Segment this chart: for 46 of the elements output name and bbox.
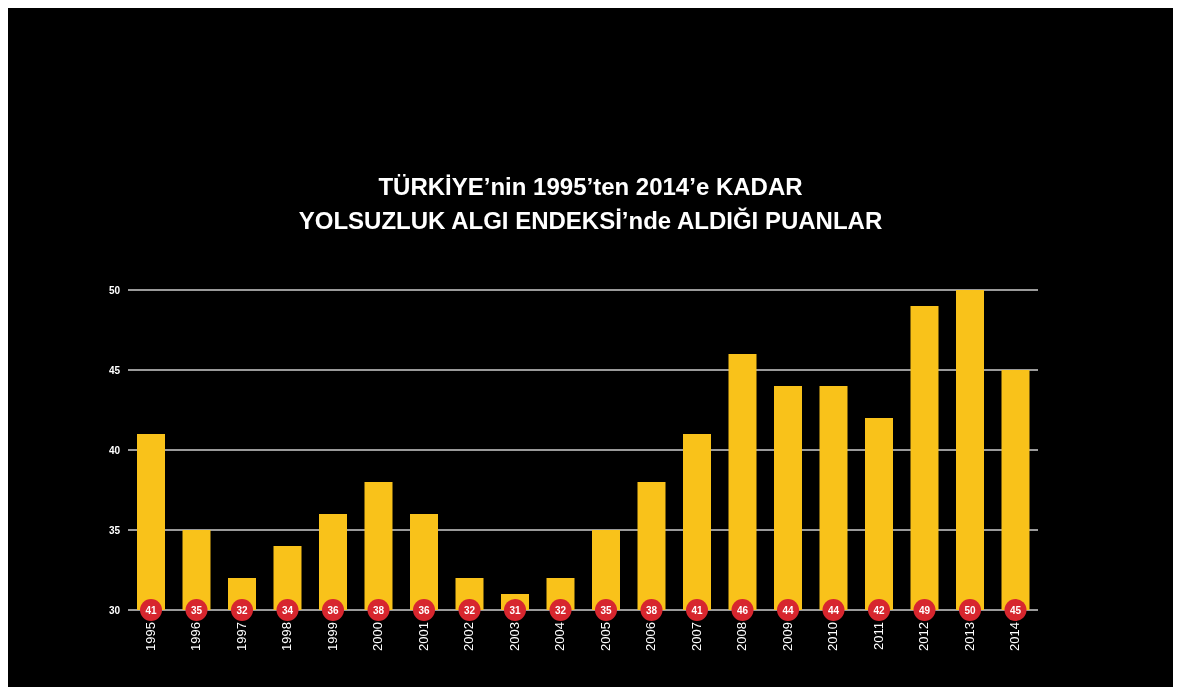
data-label: 38 <box>372 605 385 616</box>
data-label: 36 <box>418 605 430 616</box>
data-label: 46 <box>736 605 749 616</box>
y-tick-label: 45 <box>108 364 121 376</box>
y-tick-label: 40 <box>108 444 121 456</box>
chart-title: TÜRKİYE’nin 1995’ten 2014’e KADAR YOLSUZLUK ALGI ENDEKSİ’nde ALDIĞI PUANLAR <box>297 172 884 236</box>
x-tick-label: 2006 <box>643 622 659 651</box>
data-label: 36 <box>327 605 339 616</box>
x-tick-label: 2002 <box>461 622 477 651</box>
data-label: 32 <box>463 605 476 616</box>
data-label: 49 <box>918 605 931 616</box>
data-label: 41 <box>691 605 703 616</box>
x-tick-label: 2007 <box>688 622 704 651</box>
data-label: 38 <box>645 605 658 616</box>
x-tick-label: 2008 <box>734 622 750 651</box>
data-label: 31 <box>509 605 521 616</box>
x-tick-label: 1998 <box>279 622 295 651</box>
x-tick-label: 1996 <box>188 622 204 651</box>
x-tick-label: 2004 <box>552 622 568 651</box>
data-label: 32 <box>554 605 567 616</box>
x-tick-label: 2013 <box>961 622 977 651</box>
x-tick-label: 1997 <box>233 622 249 651</box>
y-tick-label: 30 <box>108 604 121 616</box>
data-label: 44 <box>827 605 840 616</box>
x-tick-label: 2011 <box>870 622 886 650</box>
x-tick-label: 2012 <box>916 622 932 651</box>
data-label: 50 <box>964 605 976 616</box>
x-tick-label: 1995 <box>142 622 158 651</box>
x-tick-label: 2003 <box>506 622 522 651</box>
x-tick-label: 1999 <box>324 622 340 651</box>
data-label: 32 <box>236 605 248 616</box>
y-tick-label: 35 <box>108 524 121 536</box>
x-tick-label: 2009 <box>779 622 795 651</box>
x-tick-label: 2010 <box>825 622 841 651</box>
data-label: 42 <box>873 605 885 616</box>
y-tick-label: 50 <box>108 284 121 296</box>
data-label: 34 <box>281 605 294 616</box>
data-label: 35 <box>600 605 612 616</box>
data-label: 45 <box>1009 605 1022 616</box>
data-label: 41 <box>145 605 157 616</box>
x-tick-label: 2000 <box>370 622 386 651</box>
x-tick-label: 2005 <box>597 622 613 651</box>
x-tick-label: 2001 <box>415 622 431 651</box>
data-label: 35 <box>190 605 203 616</box>
data-label: 44 <box>782 605 794 616</box>
x-tick-label: 2014 <box>1007 622 1023 651</box>
